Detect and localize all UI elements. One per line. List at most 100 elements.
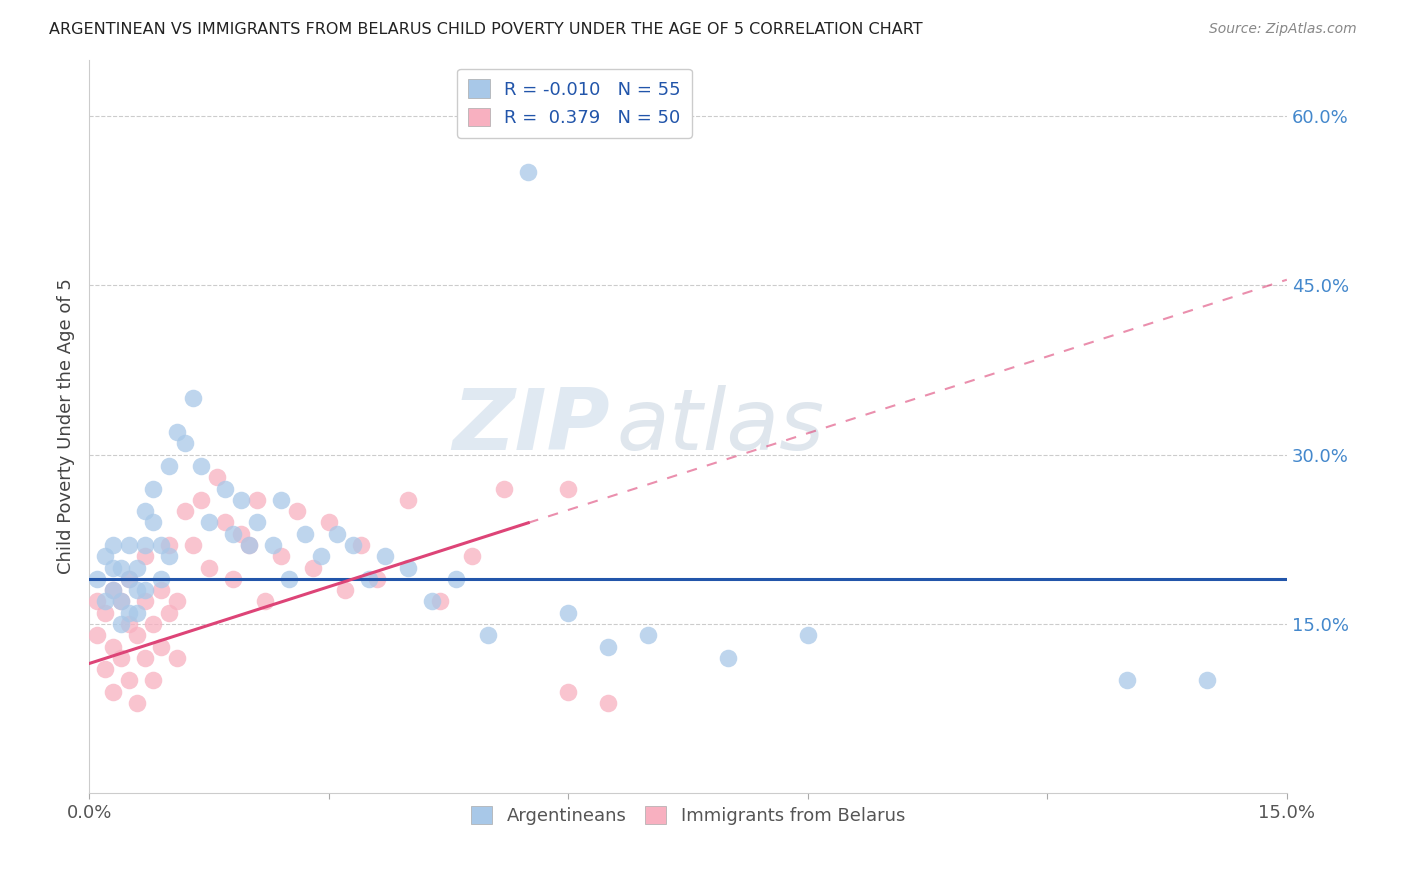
Point: [333, 583, 356, 598]
Point: [357, 572, 380, 586]
Point: [277, 572, 299, 586]
Point: [422, 594, 444, 608]
Text: atlas: atlas: [616, 385, 824, 468]
Point: [285, 504, 308, 518]
Point: [318, 516, 340, 530]
Point: [134, 651, 156, 665]
Point: [246, 492, 269, 507]
Text: Source: ZipAtlas.com: Source: ZipAtlas.com: [1209, 22, 1357, 37]
Point: [1195, 673, 1218, 688]
Point: [118, 572, 141, 586]
Point: [142, 516, 165, 530]
Point: [86, 572, 108, 586]
Point: [110, 594, 132, 608]
Text: ARGENTINEAN VS IMMIGRANTS FROM BELARUS CHILD POVERTY UNDER THE AGE OF 5 CORRELAT: ARGENTINEAN VS IMMIGRANTS FROM BELARUS C…: [49, 22, 922, 37]
Point: [125, 583, 148, 598]
Point: [125, 606, 148, 620]
Point: [157, 606, 180, 620]
Point: [301, 560, 323, 574]
Point: [342, 538, 364, 552]
Point: [142, 617, 165, 632]
Point: [229, 526, 252, 541]
Point: [238, 538, 260, 552]
Point: [253, 594, 276, 608]
Text: ZIP: ZIP: [453, 385, 610, 468]
Point: [134, 538, 156, 552]
Point: [238, 538, 260, 552]
Point: [294, 526, 316, 541]
Point: [125, 696, 148, 710]
Point: [110, 617, 132, 632]
Point: [398, 492, 420, 507]
Point: [149, 583, 172, 598]
Point: [198, 560, 221, 574]
Point: [1116, 673, 1139, 688]
Point: [142, 482, 165, 496]
Point: [637, 628, 659, 642]
Point: [149, 640, 172, 654]
Point: [246, 516, 269, 530]
Y-axis label: Child Poverty Under the Age of 5: Child Poverty Under the Age of 5: [58, 278, 75, 574]
Point: [166, 594, 188, 608]
Point: [349, 538, 371, 552]
Point: [166, 425, 188, 439]
Point: [557, 685, 579, 699]
Legend: Argentineans, Immigrants from Belarus: Argentineans, Immigrants from Belarus: [460, 795, 917, 836]
Point: [222, 572, 245, 586]
Point: [557, 482, 579, 496]
Point: [270, 492, 292, 507]
Point: [598, 696, 620, 710]
Point: [214, 516, 236, 530]
Point: [110, 560, 132, 574]
Point: [429, 594, 451, 608]
Point: [262, 538, 284, 552]
Point: [166, 651, 188, 665]
Point: [94, 549, 117, 564]
Point: [125, 560, 148, 574]
Point: [174, 436, 197, 450]
Point: [270, 549, 292, 564]
Point: [309, 549, 332, 564]
Point: [101, 583, 124, 598]
Point: [149, 572, 172, 586]
Point: [118, 673, 141, 688]
Point: [118, 617, 141, 632]
Point: [157, 549, 180, 564]
Point: [373, 549, 395, 564]
Point: [110, 651, 132, 665]
Point: [149, 538, 172, 552]
Point: [446, 572, 468, 586]
Point: [118, 572, 141, 586]
Point: [101, 538, 124, 552]
Point: [157, 458, 180, 473]
Point: [134, 504, 156, 518]
Point: [110, 594, 132, 608]
Point: [101, 685, 124, 699]
Point: [125, 628, 148, 642]
Point: [325, 526, 347, 541]
Point: [101, 640, 124, 654]
Point: [598, 640, 620, 654]
Point: [134, 594, 156, 608]
Point: [198, 516, 221, 530]
Point: [118, 606, 141, 620]
Point: [557, 606, 579, 620]
Point: [477, 628, 499, 642]
Point: [229, 492, 252, 507]
Point: [796, 628, 818, 642]
Point: [494, 482, 516, 496]
Point: [190, 458, 212, 473]
Point: [398, 560, 420, 574]
Point: [86, 594, 108, 608]
Point: [174, 504, 197, 518]
Point: [181, 538, 204, 552]
Point: [118, 538, 141, 552]
Point: [181, 391, 204, 405]
Point: [101, 560, 124, 574]
Point: [86, 628, 108, 642]
Point: [366, 572, 388, 586]
Point: [94, 662, 117, 676]
Point: [142, 673, 165, 688]
Point: [214, 482, 236, 496]
Point: [717, 651, 740, 665]
